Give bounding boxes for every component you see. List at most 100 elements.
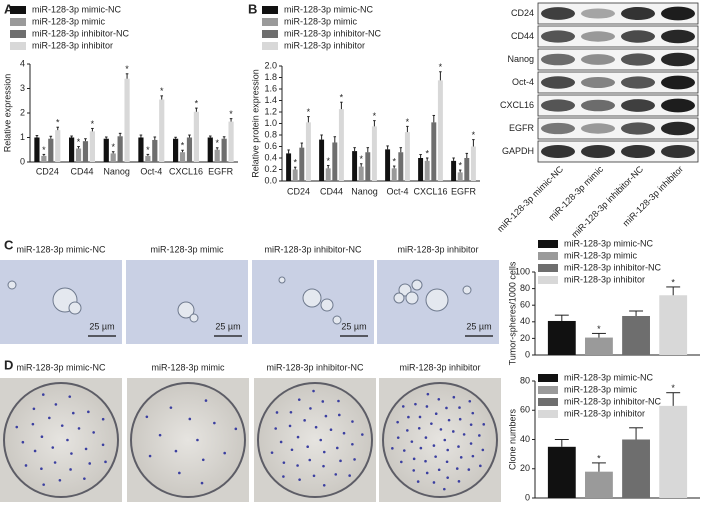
bar: [585, 471, 613, 498]
x-tick-label: CD44: [70, 166, 93, 176]
significance-mark: *: [195, 98, 199, 108]
y-tick-label: 20: [520, 333, 530, 343]
y-tick-label: 0: [525, 492, 530, 502]
significance-mark: *: [125, 64, 129, 74]
legend-label: miR-128-3p inhibitor-NC: [564, 396, 662, 406]
bar: [41, 155, 47, 162]
bar: [431, 122, 437, 181]
y-tick-label: 80: [520, 283, 530, 293]
legend-label: miR-128-3p inhibitor: [32, 40, 113, 50]
significance-mark: *: [439, 62, 443, 72]
scale-label: 25 µm: [215, 321, 240, 331]
blot-band: [661, 98, 695, 113]
bar: [55, 130, 61, 162]
y-tick-label: 60: [520, 300, 530, 310]
bar: [391, 168, 397, 181]
y-tick-label: 1.0: [264, 118, 277, 128]
blot-band: [581, 77, 615, 88]
blot-band: [541, 144, 575, 159]
image-title: miR-128-3p mimic: [150, 244, 224, 254]
legend-label: miR-128-3p inhibitor-NC: [564, 262, 662, 272]
colony: [412, 469, 416, 472]
colony: [467, 468, 471, 471]
dish: [382, 382, 498, 498]
colony: [432, 444, 436, 447]
colony: [24, 464, 28, 467]
bar: [385, 149, 391, 181]
sphere: [320, 298, 334, 312]
bar: [622, 439, 650, 498]
bar: [325, 168, 331, 181]
bar: [110, 153, 116, 162]
bar: [124, 78, 130, 162]
blot-band: [661, 144, 695, 159]
bar: [659, 295, 688, 355]
blot-strip: [537, 140, 699, 163]
legend-swatch: [262, 6, 278, 14]
blot-band: [541, 30, 575, 43]
colony: [312, 474, 316, 478]
colony: [84, 447, 88, 451]
blot-strip: [537, 117, 699, 140]
y-tick-label: 0: [20, 156, 25, 166]
colony: [416, 480, 420, 483]
bar: [352, 151, 358, 181]
y-tick-label: 0.6: [264, 141, 277, 151]
blot-band: [621, 76, 655, 89]
colony: [21, 440, 25, 444]
bar: [34, 137, 40, 162]
bar: [286, 153, 292, 181]
y-tick-label: 1: [20, 132, 25, 142]
colony: [458, 417, 462, 421]
blot-band: [621, 6, 655, 21]
colony: [457, 480, 461, 483]
colony: [200, 481, 204, 485]
colony: [437, 397, 441, 401]
colony: [275, 411, 279, 414]
colony: [400, 460, 403, 464]
colony: [48, 416, 51, 420]
legend-label: miR-128-3p inhibitor: [564, 408, 645, 418]
blot-row-label: GAPDH: [502, 146, 534, 156]
x-tick-label: Nanog: [103, 166, 130, 176]
y-tick-label: 1.2: [264, 106, 277, 116]
legend-label: miR-128-3p mimic-NC: [564, 238, 654, 248]
blot-strip: [537, 2, 699, 25]
significance-mark: *: [307, 107, 311, 117]
colony: [282, 475, 285, 478]
bar: [547, 320, 576, 355]
colony: [274, 427, 277, 430]
image-title: miR-128-3p inhibitor-NC: [264, 244, 362, 254]
colony: [412, 457, 416, 461]
colony: [53, 461, 57, 464]
colony: [471, 411, 475, 415]
colony: [351, 420, 354, 423]
blot-row-label: CXCL16: [500, 100, 534, 110]
colony: [424, 459, 427, 463]
image-title: miR-128-3p mimic: [151, 362, 225, 372]
colony: [468, 399, 472, 403]
bar: [207, 137, 213, 162]
significance-mark: *: [406, 117, 410, 127]
colony: [337, 413, 341, 417]
bar: [186, 137, 193, 162]
blot-band: [661, 52, 695, 67]
bar: [193, 111, 199, 162]
image-title: miR-128-3p mimic-NC: [16, 362, 106, 372]
colony: [401, 405, 405, 408]
scale-label: 25 µm: [89, 321, 114, 331]
dish: [130, 382, 246, 498]
significance-mark: *: [597, 324, 601, 334]
bar: [48, 138, 54, 162]
colony: [70, 452, 73, 455]
sphere: [302, 288, 322, 308]
colony: [306, 445, 309, 449]
panel-letter: B: [248, 1, 257, 16]
colony: [69, 468, 72, 471]
colony: [482, 423, 486, 426]
x-tick-label: EGFR: [451, 186, 477, 196]
y-axis-label: Tumor-spheres/1000 cells: [507, 261, 517, 365]
sphere: [7, 280, 17, 290]
colony: [443, 487, 446, 491]
colony: [446, 448, 450, 452]
